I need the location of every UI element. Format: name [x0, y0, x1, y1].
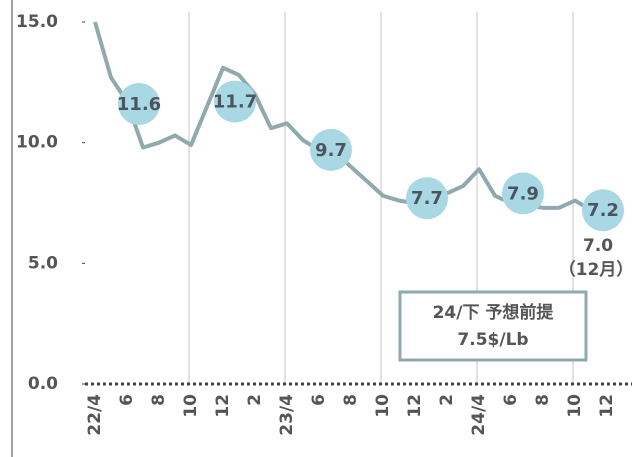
x-tick-label: 10	[181, 394, 201, 418]
x-tick-label: 22/4	[85, 394, 105, 436]
x-tick-label: 24/4	[469, 394, 489, 436]
assumption-box	[398, 290, 588, 362]
x-tick-label: 23/4	[277, 394, 297, 436]
bubble-label: 7.7	[411, 188, 443, 209]
bubble-label: 11.6	[117, 94, 161, 115]
bubble-label: 7.9	[507, 183, 539, 204]
average-bubble	[118, 83, 160, 126]
x-tick-label: 10	[565, 394, 585, 418]
average-bubble	[310, 128, 352, 171]
last-value-label: 7.0	[583, 236, 613, 256]
average-bubble	[406, 177, 448, 220]
average-bubble	[502, 172, 544, 215]
x-tick-label: 6	[117, 394, 137, 406]
x-tick-label: 12	[405, 394, 425, 418]
x-tick-label: 10	[373, 394, 393, 418]
x-tick-label: 2	[437, 394, 457, 406]
assumption-line2: 7.5$/Lb	[457, 330, 528, 350]
assumption-line1: 24/下 予想前提	[433, 302, 555, 323]
bubble-label: 7.2	[587, 200, 619, 221]
x-tick-label: 2	[245, 394, 265, 406]
x-tick-label: 12	[213, 394, 233, 418]
x-tick-label: 6	[309, 394, 329, 406]
x-tick-label: 6	[501, 394, 521, 406]
y-tick-label: 0.0	[28, 374, 58, 394]
x-tick-label: 12	[597, 394, 617, 418]
y-tick-label: 15.0	[16, 12, 58, 32]
bubble-label: 9.7	[315, 140, 347, 161]
x-tick-label: 8	[149, 394, 169, 406]
y-tick-label: 10.0	[16, 133, 58, 153]
bubble-label: 11.7	[213, 92, 257, 113]
x-tick-label: 8	[533, 394, 553, 406]
average-bubble	[214, 80, 256, 123]
x-tick-label: 8	[341, 394, 361, 406]
last-month-label: （12月）	[559, 259, 632, 280]
y-tick-label: 5.0	[28, 253, 58, 273]
average-bubble	[582, 189, 624, 232]
